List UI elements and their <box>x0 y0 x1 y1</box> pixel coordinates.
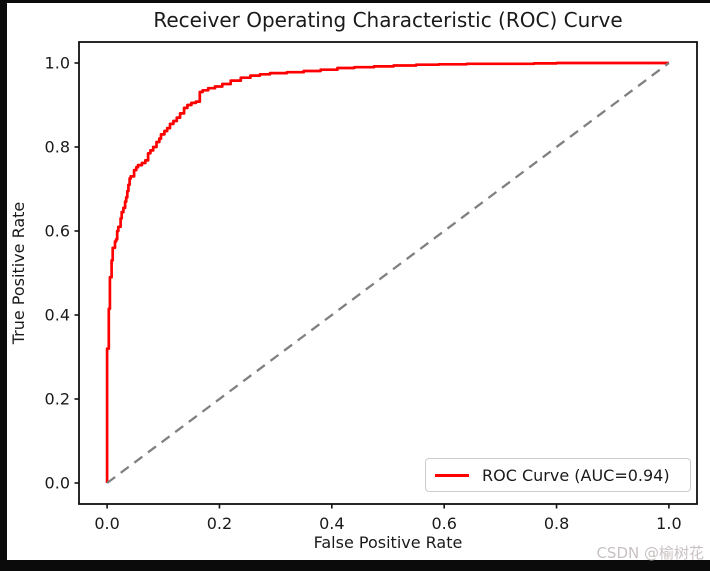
x-tick-label: 0.8 <box>544 514 569 533</box>
y-tick-label: 1.0 <box>45 54 70 73</box>
x-tick-label: 0.4 <box>319 514 344 533</box>
y-axis-label: True Positive Rate <box>9 201 28 345</box>
y-tick-label: 0.8 <box>45 138 70 157</box>
y-tick-label: 0.2 <box>45 390 70 409</box>
roc-curve-line <box>105 61 669 483</box>
y-tick-label: 0.0 <box>45 474 70 493</box>
screenshot-frame-bottom <box>0 560 710 571</box>
screenshot-frame-left <box>0 0 7 571</box>
x-tick-label: 0.6 <box>431 514 456 533</box>
y-tick-label: 0.4 <box>45 306 70 325</box>
legend-label: ROC Curve (AUC=0.94) <box>482 465 670 485</box>
chart-title: Receiver Operating Characteristic (ROC) … <box>153 8 623 32</box>
y-tick-label: 0.6 <box>45 222 70 241</box>
x-axis-label: False Positive Rate <box>313 533 463 552</box>
legend-roc-line-swatch <box>435 473 469 477</box>
legend: ROC Curve (AUC=0.94) <box>425 458 691 492</box>
x-tick-label: 0.2 <box>207 514 232 533</box>
screenshot-frame-top <box>0 0 710 3</box>
axes-spines <box>78 41 698 505</box>
x-tick-label: 0.0 <box>94 514 119 533</box>
watermark: CSDN @榆树花 <box>596 544 704 562</box>
chance-diagonal-line <box>106 62 670 484</box>
x-tick-label: 1.0 <box>656 514 681 533</box>
